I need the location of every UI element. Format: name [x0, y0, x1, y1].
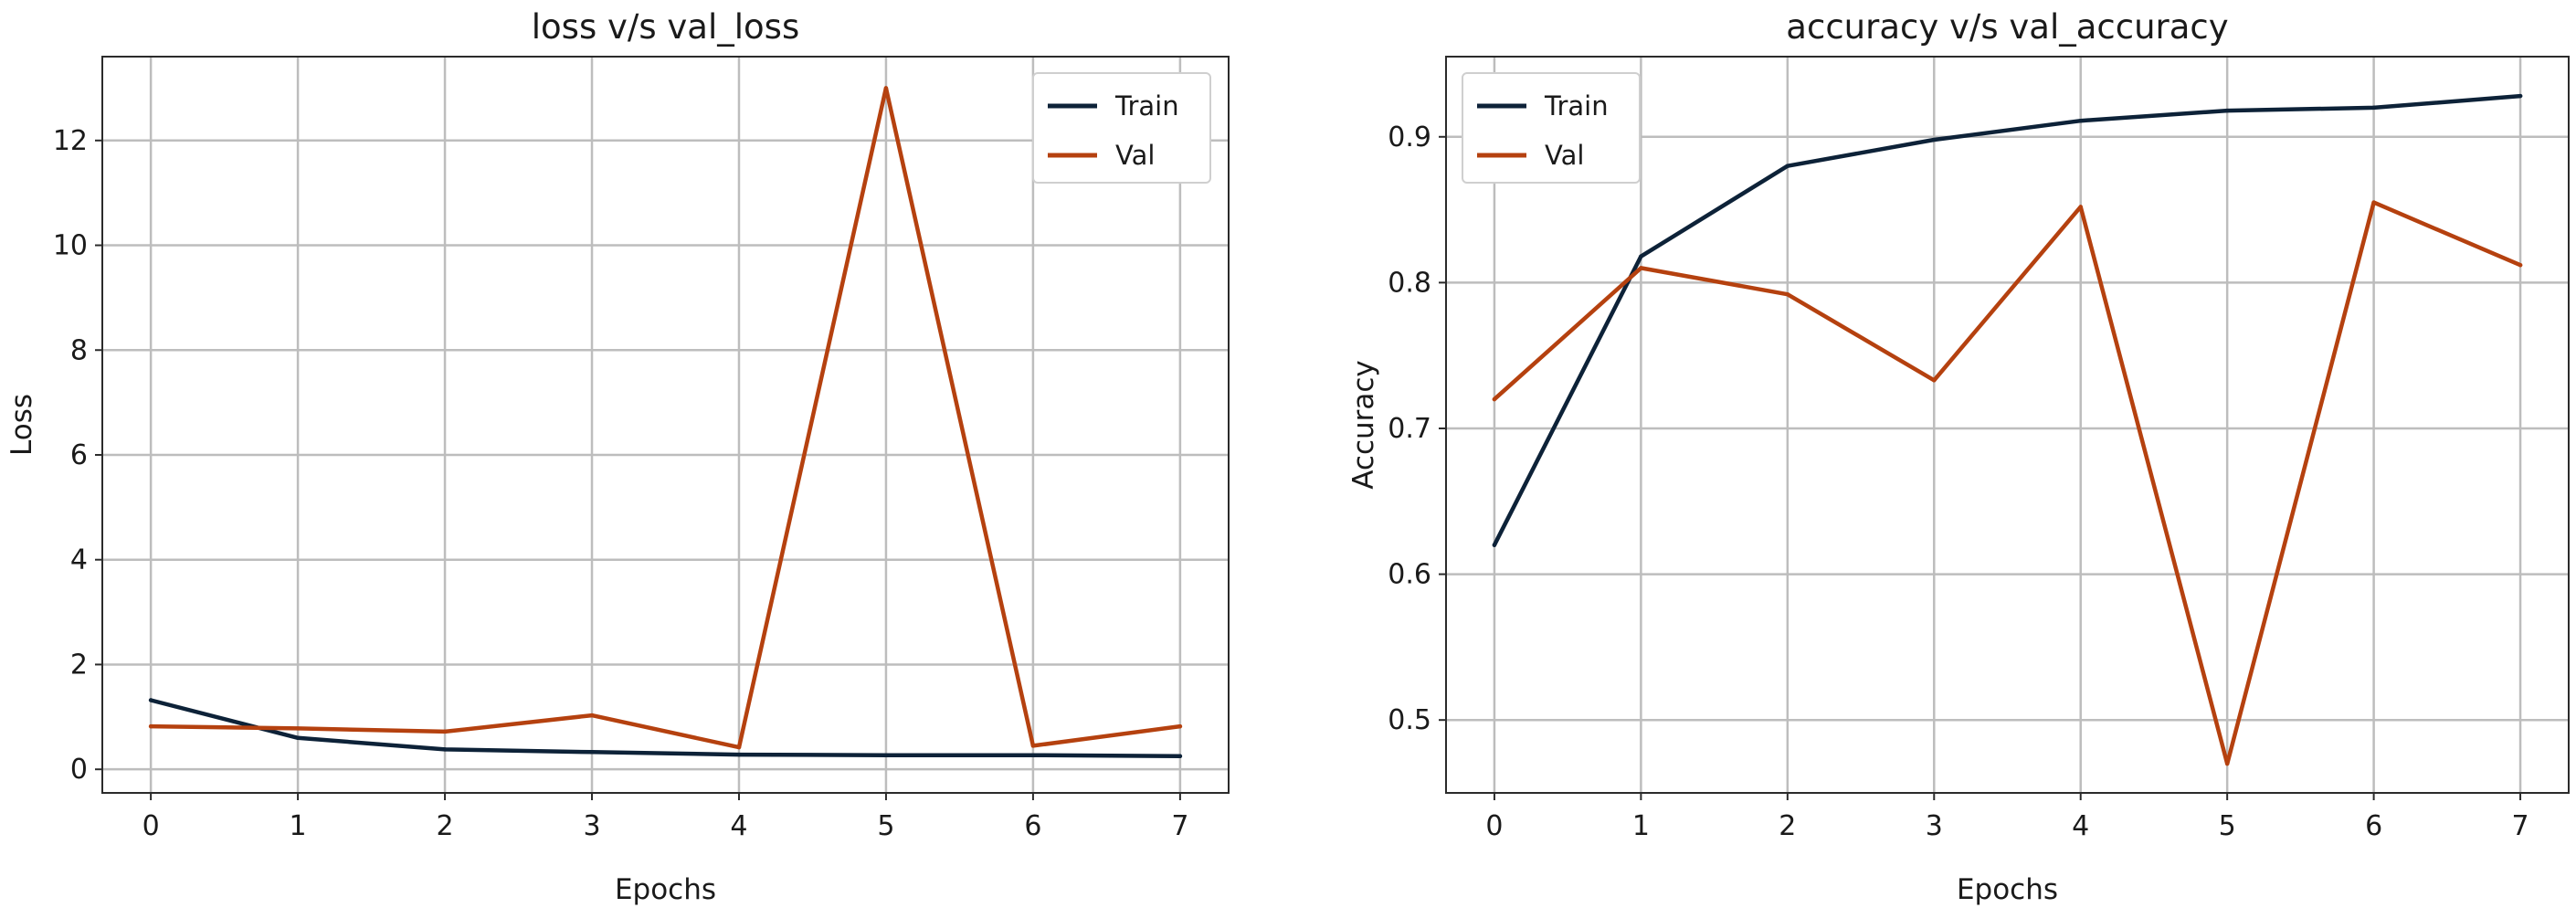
legend-label-train: Train: [1544, 90, 1609, 121]
x-tick-label: 0: [1485, 810, 1503, 842]
y-tick-label: 0.9: [1388, 121, 1431, 153]
data-point-val: [2078, 205, 2083, 209]
y-axis-label: Accuracy: [1347, 360, 1380, 490]
x-tick-label: 2: [437, 810, 454, 842]
y-tick-label: 2: [70, 649, 88, 681]
data-point-train: [2371, 105, 2376, 111]
y-tick-label: 0.6: [1388, 559, 1431, 591]
data-point-val: [1177, 723, 1183, 729]
x-tick-label: 6: [2365, 810, 2382, 842]
x-tick-label: 2: [1779, 810, 1796, 842]
x-axis-label: Epochs: [615, 873, 716, 906]
x-tick-label: 3: [583, 810, 600, 842]
data-point-val: [1932, 378, 1937, 383]
y-tick-label: 6: [70, 439, 88, 471]
legend-label-val: Val: [1545, 140, 1584, 171]
data-point-train: [2224, 108, 2230, 113]
data-point-train: [1932, 137, 1937, 143]
data-point-val: [736, 744, 742, 750]
data-point-val: [295, 726, 301, 731]
data-point-train: [1639, 254, 1643, 259]
y-tick-label: 0.8: [1388, 267, 1431, 299]
series-line-train: [148, 698, 1183, 759]
y-axis-label: Loss: [5, 394, 38, 456]
y-tick-label: 4: [70, 544, 88, 576]
x-tick-label: 4: [730, 810, 747, 842]
accuracy-chart: 0 1 2 3 4 5 6 7 0.5 0.6 0.7 0.8 0.9 accuracy v/s val_…: [1347, 7, 2570, 906]
x-tick-label: 5: [2219, 810, 2236, 842]
chart-title: accuracy v/s val_accuracy: [1786, 7, 2228, 47]
chart-title: loss v/s val_loss: [532, 7, 799, 47]
series-line-val: [148, 86, 1183, 750]
series-line-train: [1492, 93, 2523, 547]
y-tick-label: 0.7: [1388, 413, 1431, 445]
x-tick-label: 7: [2512, 810, 2529, 842]
y-tick-label: 0: [70, 754, 88, 786]
y-tick-label: 10: [53, 230, 88, 262]
x-tick-label: 1: [1632, 810, 1650, 842]
data-point-train: [1177, 754, 1183, 759]
data-point-val: [2371, 200, 2376, 205]
data-point-train: [148, 698, 153, 702]
y-tick-label: 12: [53, 125, 88, 157]
x-tick-label: 0: [143, 810, 160, 842]
x-tick-label: 5: [877, 810, 894, 842]
data-point-train: [2078, 119, 2083, 123]
data-point-train: [589, 750, 595, 755]
plot-border: [1445, 56, 2570, 794]
data-point-val: [2518, 263, 2523, 268]
series-line-val: [1492, 200, 2523, 766]
data-point-val: [1785, 291, 1790, 297]
data-point-val: [1492, 396, 1497, 402]
x-tick-label: 3: [1926, 810, 1943, 842]
data-point-train: [442, 747, 448, 752]
data-point-val: [589, 713, 595, 718]
data-point-train: [883, 753, 889, 757]
data-point-val: [1639, 266, 1643, 270]
data-point-train: [295, 735, 301, 740]
data-point-val: [883, 86, 889, 90]
y-tick-label: 0.5: [1388, 704, 1431, 736]
data-point-val: [442, 729, 448, 734]
data-point-val: [148, 723, 153, 729]
plot-border: [101, 56, 1230, 794]
data-point-train: [1492, 543, 1497, 547]
data-point-train: [1030, 753, 1036, 757]
y-tick-label: 8: [70, 334, 88, 366]
legend-label-val: Val: [1115, 140, 1155, 171]
data-point-val: [2224, 761, 2230, 766]
x-tick-label: 4: [2072, 810, 2089, 842]
x-tick-label: 6: [1024, 810, 1041, 842]
data-point-train: [2518, 93, 2523, 99]
x-tick-label: 7: [1171, 810, 1188, 842]
data-point-val: [1030, 744, 1036, 748]
x-tick-label: 1: [290, 810, 307, 842]
x-axis-label: Epochs: [1957, 873, 2058, 906]
data-point-train: [1785, 164, 1790, 168]
data-point-train: [736, 752, 742, 757]
legend-label-train: Train: [1114, 90, 1179, 121]
